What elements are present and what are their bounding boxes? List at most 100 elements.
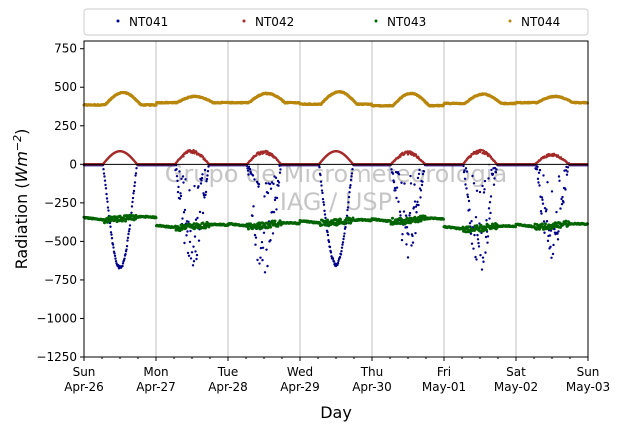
data-point [201, 211, 205, 215]
data-point [400, 181, 403, 184]
data-point [557, 175, 561, 178]
data-point [183, 241, 186, 245]
data-point [202, 192, 205, 195]
data-point [409, 174, 412, 178]
data-point [323, 209, 326, 213]
data-point [128, 224, 132, 227]
data-point [200, 176, 204, 180]
data-point [417, 172, 421, 176]
data-point [478, 190, 482, 194]
data-point [546, 239, 550, 243]
data-point [127, 232, 130, 236]
data-point [476, 233, 479, 237]
data-point [482, 191, 486, 194]
data-point [246, 167, 249, 170]
data-point [322, 203, 326, 206]
data-point [180, 177, 183, 180]
data-point [408, 211, 412, 215]
data-point [193, 235, 197, 238]
data-point [206, 169, 210, 173]
data-point [176, 179, 179, 183]
data-point [416, 200, 419, 204]
data-point [466, 195, 470, 199]
data-point [550, 256, 553, 259]
data-point [130, 211, 133, 215]
data-point [391, 216, 394, 220]
data-point [107, 209, 110, 212]
data-point [121, 264, 124, 268]
data-point [133, 181, 137, 184]
data-point [416, 176, 420, 180]
data-point [266, 264, 269, 268]
data-point [480, 268, 484, 271]
legend-marker-NT041 [116, 19, 120, 23]
data-point [341, 241, 345, 244]
data-point [476, 238, 480, 241]
data-point [442, 217, 445, 221]
data-point [111, 243, 115, 246]
x-axis-label: Day [320, 403, 352, 422]
data-point [408, 214, 411, 217]
data-point [390, 168, 393, 171]
data-point [275, 196, 279, 200]
data-point [348, 191, 351, 194]
data-point [538, 168, 542, 172]
data-point [486, 235, 490, 238]
data-point [274, 176, 278, 180]
data-point [187, 254, 191, 257]
data-point [323, 213, 327, 216]
data-point [114, 259, 118, 263]
data-point [326, 233, 330, 237]
data-point [257, 185, 260, 188]
data-point [560, 197, 563, 201]
data-point [550, 190, 554, 193]
data-point [418, 168, 421, 172]
legend-label-NT041: NT041 [129, 15, 168, 29]
data-point [564, 188, 567, 191]
data-point [413, 200, 417, 203]
data-point [535, 168, 539, 171]
data-point [542, 220, 546, 223]
data-point [248, 167, 252, 171]
data-point [134, 174, 137, 177]
data-point [347, 201, 350, 204]
data-point [277, 181, 281, 184]
data-point [197, 185, 200, 188]
data-point [489, 195, 493, 198]
data-point [186, 230, 189, 233]
data-point [407, 233, 410, 236]
data-point [132, 192, 135, 195]
data-point [154, 216, 158, 220]
data-point [467, 199, 471, 203]
data-point [276, 224, 280, 228]
watermark-line-2: IAG / USP [280, 188, 392, 216]
data-point [413, 183, 416, 186]
data-point [487, 177, 490, 180]
data-point [251, 214, 254, 218]
data-point [196, 216, 199, 220]
data-point [564, 219, 568, 223]
data-point [131, 200, 134, 204]
data-point [321, 197, 325, 201]
data-point [542, 174, 545, 177]
x-tick-label-day: Sun [73, 365, 96, 379]
data-point [422, 170, 426, 173]
data-point [473, 233, 476, 237]
data-point [417, 203, 420, 207]
data-point [481, 256, 485, 259]
data-point [124, 253, 127, 256]
x-tick-label-day: Wed [287, 365, 313, 379]
data-point [405, 243, 408, 246]
data-point [486, 241, 489, 244]
data-point [406, 153, 410, 156]
data-point [277, 184, 280, 187]
data-point [393, 186, 397, 190]
data-point [269, 187, 273, 190]
y-axis-label-exp: −2 [11, 135, 24, 151]
data-point [342, 237, 345, 241]
data-point [121, 262, 125, 265]
data-point [395, 196, 398, 200]
data-point [175, 174, 179, 178]
data-point [109, 225, 112, 228]
data-point [565, 173, 569, 176]
